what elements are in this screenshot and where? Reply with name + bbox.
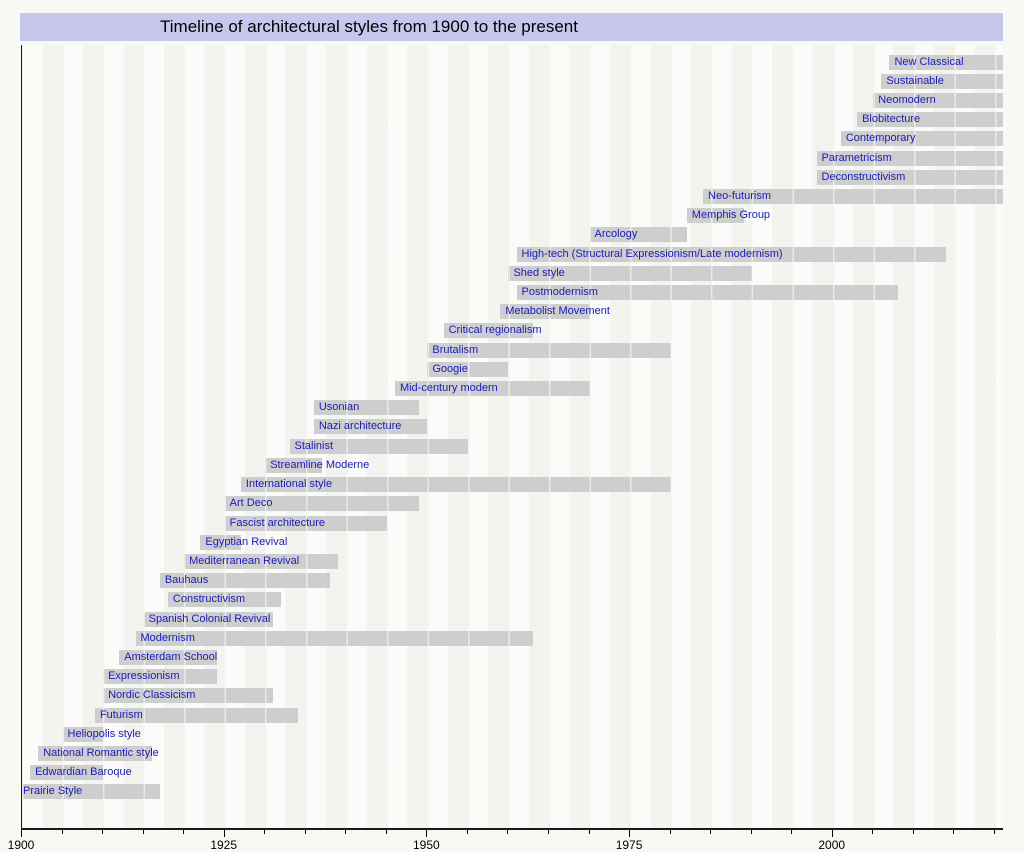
minor-tick bbox=[953, 830, 955, 834]
style-label[interactable]: Egyptian Revival bbox=[205, 535, 288, 548]
timeline-plot: New Classical Sustainable Neomodern Blobite… bbox=[21, 45, 1003, 830]
style-label[interactable]: Parametricism bbox=[821, 151, 892, 164]
minor-tick bbox=[102, 830, 104, 834]
axis-year-label: 1900 bbox=[7, 838, 35, 852]
style-label[interactable]: Arcology bbox=[594, 228, 638, 241]
style-label[interactable]: Shed style bbox=[513, 266, 565, 279]
style-label[interactable]: Streamline Moderne bbox=[270, 458, 370, 471]
axis-year-label: 2000 bbox=[818, 838, 846, 852]
major-tick bbox=[831, 830, 833, 837]
minor-tick bbox=[669, 830, 671, 834]
style-label[interactable]: High-tech (Structural Expressionism/Late… bbox=[521, 247, 783, 260]
minor-tick bbox=[993, 830, 995, 834]
style-label[interactable]: Blobitecture bbox=[862, 113, 921, 126]
minor-tick bbox=[710, 830, 712, 834]
minor-tick bbox=[791, 830, 793, 834]
minor-tick bbox=[385, 830, 387, 834]
style-label[interactable]: Edwardian Baroque bbox=[35, 766, 132, 779]
minor-tick bbox=[588, 830, 590, 834]
major-tick bbox=[21, 830, 22, 837]
style-label[interactable]: Stalinist bbox=[294, 439, 334, 452]
minor-tick bbox=[304, 830, 306, 834]
style-label[interactable]: Bauhaus bbox=[164, 574, 209, 587]
minor-tick bbox=[466, 830, 468, 834]
style-label[interactable]: Postmodernism bbox=[521, 286, 598, 299]
chart-title: Timeline of architectural styles from 19… bbox=[160, 17, 578, 36]
chart-title-bar: Timeline of architectural styles from 19… bbox=[20, 13, 1003, 41]
style-label[interactable]: Critical regionalism bbox=[448, 324, 542, 337]
style-label[interactable]: Constructivism bbox=[172, 593, 246, 606]
style-label[interactable]: Contemporary bbox=[845, 132, 916, 145]
style-label[interactable]: Metabolist Movement bbox=[505, 305, 610, 318]
style-label[interactable]: Nordic Classicism bbox=[108, 689, 196, 702]
major-tick bbox=[426, 830, 428, 837]
style-label[interactable]: Modernism bbox=[140, 631, 195, 644]
style-label[interactable]: Nazi architecture bbox=[318, 420, 402, 433]
style-label[interactable]: Expressionism bbox=[108, 670, 180, 683]
major-tick bbox=[629, 830, 631, 837]
minor-tick bbox=[872, 830, 874, 834]
minor-tick bbox=[912, 830, 914, 834]
style-label[interactable]: Usonian bbox=[318, 401, 360, 414]
style-label[interactable]: Prairie Style bbox=[23, 785, 83, 798]
style-label[interactable]: Neo-futurism bbox=[708, 189, 771, 202]
style-label[interactable]: Art Deco bbox=[229, 497, 273, 510]
style-label[interactable]: Memphis Group bbox=[691, 209, 771, 222]
style-label[interactable]: Fascist architecture bbox=[229, 516, 326, 529]
style-label[interactable]: Amsterdam School bbox=[124, 651, 218, 663]
axis-year-label: 1925 bbox=[210, 838, 238, 852]
major-tick bbox=[223, 830, 225, 837]
axis-year-label: 1975 bbox=[615, 838, 643, 852]
minor-tick bbox=[750, 830, 752, 834]
style-label[interactable]: Mid-century modern bbox=[399, 382, 498, 395]
style-label[interactable]: Mediterranean Revival bbox=[189, 554, 300, 567]
style-label[interactable]: Heliopolis style bbox=[67, 727, 141, 740]
style-label[interactable]: International style bbox=[245, 478, 333, 491]
style-label[interactable]: Neomodern bbox=[878, 93, 936, 106]
style-label[interactable]: Futurism bbox=[99, 708, 143, 721]
x-axis: 1900 1925 1950 1975 2000 bbox=[8, 830, 1002, 852]
style-label[interactable]: New Classical bbox=[894, 55, 964, 68]
minor-tick bbox=[264, 830, 266, 834]
style-label[interactable]: Googie bbox=[432, 362, 468, 375]
minor-tick bbox=[547, 830, 549, 834]
axis-year-label: 1950 bbox=[413, 838, 440, 852]
style-label[interactable]: Deconstructivism bbox=[821, 170, 906, 183]
minor-tick bbox=[61, 830, 63, 834]
minor-tick bbox=[507, 830, 509, 834]
style-label[interactable]: Sustainable bbox=[886, 74, 944, 87]
timeline-bar bbox=[135, 630, 533, 646]
style-label[interactable]: Spanish Colonial Revival bbox=[148, 612, 271, 625]
minor-tick bbox=[142, 830, 144, 834]
minor-tick bbox=[183, 830, 185, 834]
minor-tick bbox=[345, 830, 347, 834]
style-label[interactable]: Brutalism bbox=[432, 343, 479, 356]
style-label[interactable]: National Romantic style bbox=[43, 747, 159, 760]
